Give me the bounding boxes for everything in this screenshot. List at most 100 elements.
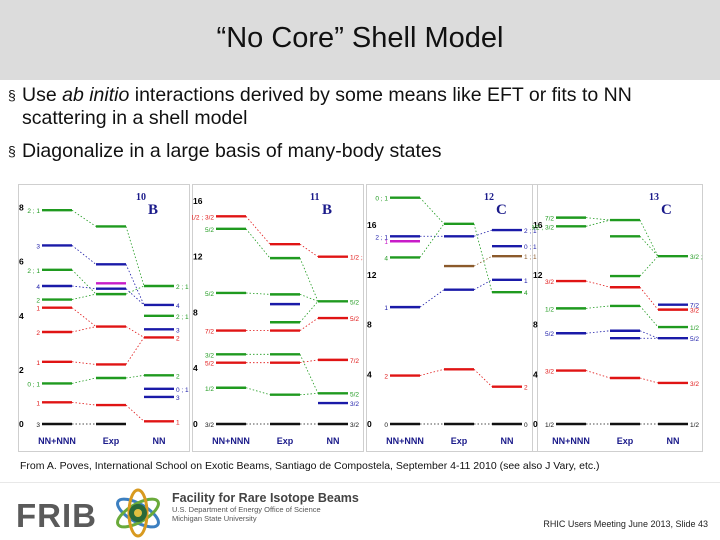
level-connector	[473, 279, 493, 291]
facility-sub-msu: Michigan State University	[172, 514, 257, 523]
spin-label: 3/2	[545, 369, 554, 376]
level-connector	[71, 307, 97, 327]
y-tick-label: 0	[533, 419, 538, 429]
bullet-text-post: interactions derived by some means like …	[129, 84, 632, 106]
column-label: Exp	[277, 436, 294, 446]
level-connector	[125, 326, 145, 338]
column-label: Exp	[103, 436, 120, 446]
nucleus-symbol-label: B	[148, 202, 158, 218]
spin-label: 5/2	[350, 316, 359, 323]
level-connector	[473, 255, 493, 267]
spin-label: 3/2	[350, 401, 359, 408]
y-tick-label: 0	[19, 419, 24, 429]
column-label: NN+NNN	[38, 436, 76, 446]
spin-label: 0	[384, 422, 388, 429]
y-tick-label: 16	[193, 196, 203, 206]
level-connector	[585, 370, 611, 379]
spin-label: 2 ; 1	[176, 284, 189, 291]
spin-label: 5/2	[205, 361, 214, 368]
spin-label: 4	[36, 284, 40, 291]
spin-label: 1/2 ; 3/2	[350, 255, 364, 262]
bullet-text-italic: ab initio	[62, 84, 130, 106]
spin-label: 2 ; 1	[524, 228, 537, 235]
spin-label: 5/2	[545, 331, 554, 338]
bullet-text-pre: Use	[22, 84, 63, 106]
level-connector	[71, 269, 97, 295]
nucleus-mass-label: 12	[484, 192, 494, 203]
column-label: NN+NNN	[212, 436, 250, 446]
nucleus-mass-label: 11	[310, 192, 319, 203]
spin-label: 2 ; 1	[176, 314, 189, 321]
slide-info: RHIC Users Meeting June 2013, Slide 43	[543, 519, 708, 529]
spin-label: 3/2 ; 3/2	[690, 254, 703, 261]
level-connector	[71, 401, 97, 406]
level-connector	[473, 223, 493, 293]
spin-label: 2 ; 1	[27, 268, 40, 275]
level-connector	[299, 354, 319, 394]
y-tick-label: 8	[367, 320, 372, 330]
level-scheme-svg: 11B 16 12 8 4 0 1/2 ; 3/2 5/2 5/2 7/2 3/2 5/2 1/2 3/2…	[192, 184, 364, 452]
spin-label: 5/2	[690, 336, 699, 343]
spin-label: 5/2	[205, 291, 214, 298]
level-connector	[125, 337, 145, 365]
column-label: NN	[667, 436, 680, 446]
citation: From A. Poves, International School on E…	[20, 460, 600, 472]
y-tick-label: 12	[533, 270, 543, 280]
level-connector	[71, 326, 97, 333]
y-tick-label: 6	[19, 257, 24, 267]
level-connector	[125, 264, 145, 306]
panel-frame	[532, 184, 703, 452]
level-connector	[419, 289, 445, 308]
level-connector	[473, 369, 493, 387]
level-connector	[299, 392, 319, 396]
y-tick-label: 4	[19, 311, 24, 321]
level-connector	[125, 226, 145, 287]
level-connector	[125, 285, 145, 295]
level-connector	[419, 197, 445, 225]
y-tick-label: 8	[193, 307, 198, 317]
level-scheme-panel-13c: 13 C 16 12 8 4 0 7/2 3/2 ; 3/2 3/2 1/2 5/2 3/2 1/2 3/2…	[532, 184, 703, 452]
spin-label: 7/2	[545, 216, 554, 223]
level-connector	[419, 223, 445, 258]
spin-label: 0	[524, 422, 528, 429]
spin-label: 7/2	[350, 358, 359, 365]
level-connector	[299, 243, 319, 258]
nucleus-symbol-label: B	[322, 202, 332, 218]
spin-label: 3	[176, 327, 180, 334]
spin-label: 3/2	[690, 381, 699, 388]
spin-label: 2	[176, 373, 180, 380]
level-connector	[299, 257, 319, 302]
spin-label: 4	[384, 255, 388, 262]
spin-label: 1	[36, 360, 40, 367]
level-connector	[639, 305, 659, 328]
spin-label: 1/2	[545, 306, 554, 313]
spin-label: 3/2	[690, 308, 699, 315]
y-tick-label: 0	[367, 419, 372, 429]
spin-label: 3/2	[205, 352, 214, 359]
level-connector	[639, 236, 659, 257]
spin-label: 5/2	[350, 391, 359, 398]
nucleus-symbol-label: C	[496, 202, 507, 218]
bullet-item: § Use ab initio interactions derived by …	[8, 84, 713, 130]
atom-logo-icon	[116, 488, 160, 538]
level-connector	[639, 219, 659, 257]
spin-label: 2	[524, 385, 528, 392]
y-tick-label: 2	[19, 365, 24, 375]
level-connector	[585, 280, 611, 288]
spin-label: 0 ; 1	[176, 387, 189, 394]
level-connector	[585, 217, 611, 221]
level-connector	[125, 404, 145, 422]
level-connector	[71, 361, 97, 365]
y-tick-label: 12	[367, 270, 377, 280]
level-connector	[639, 255, 659, 277]
slide-title: “No Core” Shell Model	[216, 22, 504, 54]
spin-label: 2 ; 1	[27, 208, 40, 215]
spin-label: 3/2	[205, 422, 214, 429]
level-connector	[125, 288, 145, 306]
level-connector	[245, 216, 271, 245]
y-tick-label: 8	[533, 320, 538, 330]
y-tick-label: 16	[367, 220, 377, 230]
